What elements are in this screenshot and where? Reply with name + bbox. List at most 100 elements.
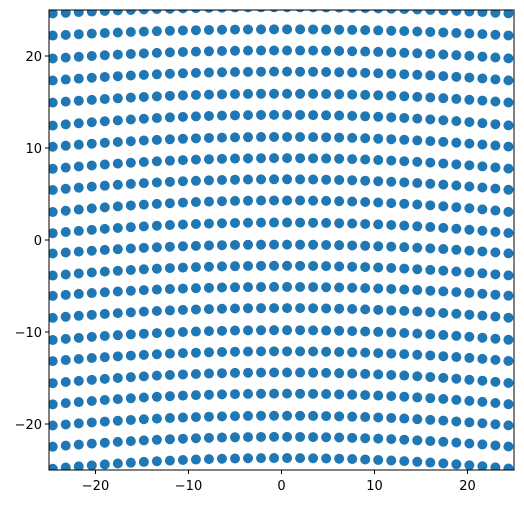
scatter-point	[399, 198, 410, 209]
scatter-point	[451, 266, 462, 277]
scatter-point	[230, 195, 240, 206]
scatter-point	[503, 97, 514, 108]
x-tick-label: −10	[175, 479, 202, 494]
scatter-point	[177, 241, 188, 252]
scatter-point	[256, 174, 267, 185]
scatter-point	[425, 48, 436, 59]
scatter-point	[399, 91, 410, 102]
scatter-point	[125, 157, 136, 168]
scatter-point	[347, 154, 358, 165]
scatter-point	[35, 98, 45, 108]
scatter-point	[151, 156, 162, 167]
scatter-point	[125, 10, 136, 15]
scatter-point	[490, 311, 501, 322]
scatter-point	[321, 432, 332, 443]
scatter-point	[412, 113, 423, 124]
scatter-point	[151, 220, 162, 231]
scatter-point	[425, 436, 436, 447]
scatter-point	[151, 370, 162, 381]
scatter-point	[203, 282, 214, 293]
scatter-point	[490, 96, 501, 107]
scatter-point	[516, 313, 524, 323]
scatter-point	[99, 331, 110, 342]
scatter-point	[86, 288, 97, 299]
scatter-point	[203, 132, 214, 143]
scatter-point	[99, 266, 110, 277]
scatter-point	[412, 26, 423, 37]
scatter-point	[49, 290, 58, 301]
scatter-point	[516, 76, 524, 86]
scatter-point	[269, 410, 280, 421]
scatter-point	[177, 176, 188, 187]
scatter-point	[138, 48, 149, 59]
scatter-point	[360, 262, 371, 273]
scatter-point	[49, 334, 58, 345]
scatter-point	[412, 414, 423, 425]
scatter-point	[60, 183, 71, 194]
scatter-point	[451, 180, 462, 191]
scatter-point	[490, 183, 501, 194]
scatter-point	[99, 10, 110, 16]
scatter-point	[399, 391, 410, 402]
scatter-point	[464, 160, 475, 171]
scatter-point	[373, 348, 384, 359]
scatter-point	[425, 329, 436, 340]
scatter-point	[490, 247, 501, 258]
scatter-point	[438, 265, 449, 276]
scatter-point	[477, 461, 488, 470]
scatter-point	[386, 369, 397, 380]
scatter-point	[230, 132, 240, 143]
scatter-point	[73, 10, 84, 18]
scatter-point	[191, 10, 201, 14]
scatter-point	[112, 222, 123, 233]
scatter-point	[151, 10, 162, 15]
scatter-point	[151, 413, 162, 424]
scatter-point	[373, 412, 384, 423]
scatter-point	[86, 267, 97, 278]
scatter-point	[516, 442, 524, 452]
scatter-point	[399, 10, 410, 15]
scatter-point	[490, 205, 501, 216]
scatter-point	[386, 263, 397, 274]
scatter-point	[35, 249, 45, 259]
scatter-point	[464, 438, 475, 449]
scatter-point	[35, 207, 45, 217]
scatter-point	[425, 285, 436, 296]
scatter-point	[282, 195, 293, 206]
scatter-point	[73, 118, 84, 129]
scatter-point	[99, 50, 110, 61]
scatter-point	[308, 66, 319, 77]
scatter-point	[125, 222, 136, 233]
scatter-point	[60, 440, 71, 451]
scatter-point	[347, 389, 358, 400]
scatter-point	[99, 137, 110, 148]
scatter-point	[451, 93, 462, 104]
scatter-point	[86, 395, 97, 406]
scatter-point	[86, 353, 97, 364]
scatter-point	[125, 243, 136, 254]
scatter-point	[243, 217, 254, 228]
scatter-point	[190, 412, 201, 423]
scatter-point	[321, 282, 332, 293]
scatter-point	[125, 285, 136, 296]
scatter-point	[399, 284, 410, 295]
scatter-point	[269, 239, 280, 250]
scatter-point	[35, 400, 45, 410]
scatter-point	[60, 10, 71, 18]
scatter-point	[399, 434, 410, 445]
scatter-point	[308, 217, 319, 228]
scatter-point	[295, 346, 306, 357]
scatter-point	[216, 153, 227, 164]
scatter-point	[373, 25, 384, 36]
scatter-point	[190, 219, 201, 230]
scatter-point	[177, 46, 188, 57]
scatter-point	[60, 462, 71, 470]
scatter-point	[321, 325, 332, 336]
scatter-point	[256, 66, 267, 77]
scatter-point	[503, 141, 514, 152]
scatter-point	[412, 264, 423, 275]
scatter-point	[112, 27, 123, 38]
scatter-point	[347, 347, 358, 358]
scatter-point	[190, 304, 201, 315]
scatter-point	[503, 312, 514, 323]
